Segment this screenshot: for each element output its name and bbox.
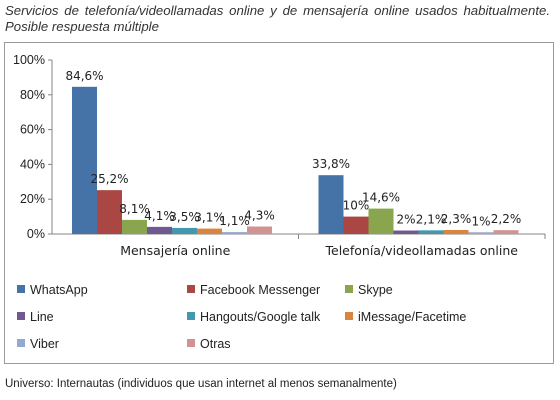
bar-imessage-facetime — [443, 229, 469, 234]
legend-swatch — [187, 339, 195, 347]
legend-label: Viber — [30, 337, 59, 351]
data-label: 25,2% — [90, 172, 128, 186]
bar-viber — [222, 232, 247, 234]
chart-svg: 0% 20% 40% 60% 80% 100% Mensajería online 84,6%… — [13, 53, 546, 351]
bar-skype — [122, 219, 147, 234]
bar-hangouts-google-talk — [418, 230, 444, 234]
data-label: 2,2% — [491, 212, 522, 226]
y-tick-label: 100% — [13, 53, 45, 67]
bar-facebook-messenger — [343, 216, 369, 234]
legend-label: iMessage/Facetime — [358, 310, 466, 324]
legend-label: Line — [30, 310, 54, 324]
legend-swatch — [187, 312, 195, 320]
legend-swatch — [345, 285, 353, 293]
data-label: 2,1% — [416, 212, 447, 226]
bar-skype — [368, 208, 394, 234]
data-label: 3,5% — [169, 210, 200, 224]
bar-facebook-messenger — [97, 190, 122, 234]
legend-label: Otras — [200, 337, 231, 351]
data-label: 10% — [343, 199, 370, 213]
data-label: 2% — [396, 213, 415, 227]
data-label: 84,6% — [65, 69, 103, 83]
bar-line — [393, 230, 419, 234]
data-label: 33,8% — [312, 157, 350, 171]
legend-label: WhatsApp — [30, 283, 88, 297]
legend-swatch — [17, 312, 25, 320]
legend-swatch — [345, 312, 353, 320]
bar-otras — [247, 226, 272, 234]
legend-label: Skype — [358, 283, 393, 297]
data-label: 8,1% — [119, 202, 150, 216]
data-label: 4,1% — [144, 209, 175, 223]
bar-viber — [468, 232, 494, 234]
data-label: 1,1% — [219, 214, 250, 228]
data-label: 1% — [471, 214, 490, 228]
data-label: 2,3% — [441, 212, 472, 226]
data-label: 4,3% — [244, 209, 275, 223]
y-tick-label: 80% — [20, 88, 45, 102]
data-label: 3,1% — [194, 211, 225, 225]
bar-whatsapp — [72, 86, 97, 234]
bar-imessage-facetime — [197, 228, 222, 234]
legend-swatch — [187, 285, 195, 293]
chart-frame: 0% 20% 40% 60% 80% 100% Mensajería online 84,6%… — [4, 42, 554, 364]
legend-swatch — [17, 339, 25, 347]
bar-whatsapp — [318, 175, 344, 234]
x-tick-label: Mensajería online — [120, 243, 230, 258]
bar-otras — [493, 230, 519, 234]
y-tick-label: 60% — [20, 123, 45, 137]
legend-label: Facebook Messenger — [200, 283, 320, 297]
data-label: 14,6% — [362, 191, 400, 205]
bar-hangouts-google-talk — [172, 227, 197, 234]
legend-label: Hangouts/Google talk — [200, 310, 321, 324]
chart-title: Servicios de telefonía/videollamadas onl… — [5, 3, 550, 34]
bar-line — [147, 226, 172, 234]
legend-swatch — [17, 285, 25, 293]
y-tick-label: 20% — [20, 192, 45, 206]
footnote: Universo: Internautas (individuos que us… — [5, 378, 397, 390]
x-tick-label: Telefonía/videollamadas online — [325, 243, 519, 258]
y-tick-label: 0% — [27, 227, 45, 241]
y-tick-label: 40% — [20, 157, 45, 171]
